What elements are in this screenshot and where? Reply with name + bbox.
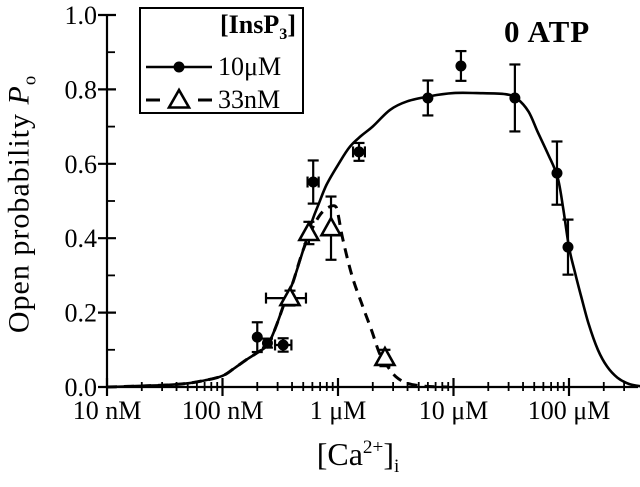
- legend-title: [InsP3]: [141, 9, 302, 50]
- data-point-filled-circle: [307, 176, 319, 188]
- legend: [InsP3] 10μM 33nM: [139, 7, 304, 114]
- y-axis-title-symbol: P: [2, 85, 36, 105]
- legend-title-text: [InsP: [220, 10, 280, 39]
- legend-item-33nM: 33nM: [141, 83, 302, 116]
- x-axis-title-subscript: i: [393, 456, 400, 478]
- data-point-open-triangle: [297, 220, 321, 242]
- y-tick-label: 0.0: [65, 373, 98, 402]
- x-tick-label: 10 μM: [419, 396, 489, 425]
- legend-title-subscript: 3: [279, 26, 288, 44]
- legend-item-10uM: 10μM: [141, 50, 302, 83]
- y-tick-label: 0.4: [65, 224, 98, 253]
- dashed-line-open-triangle-sample: [146, 87, 212, 109]
- x-axis-title-text: [Ca: [316, 435, 363, 472]
- fit-curve-solid: [106, 91, 640, 389]
- data-point-filled-circle: [353, 146, 365, 158]
- legend-item-label: 10μM: [218, 51, 282, 81]
- x-tick-label: 100 nM: [182, 396, 264, 425]
- x-tick-label: 10 nM: [73, 396, 142, 425]
- x-tick-label: 100 μM: [528, 396, 611, 425]
- data-point-filled-circle: [261, 337, 273, 349]
- fit-curve-dashed: [106, 204, 448, 389]
- x-axis-title: [Ca2+]i: [317, 436, 400, 478]
- y-axis-title-text: Open probability: [2, 104, 36, 334]
- x-tick-label: 1 μM: [310, 396, 367, 425]
- data-point-filled-circle: [251, 331, 263, 343]
- y-tick-label: 1.0: [65, 1, 98, 30]
- y-axis-title: Open probability Po: [3, 75, 42, 333]
- y-tick-label: 0.8: [65, 75, 98, 104]
- y-axis-title-subscript: o: [19, 74, 41, 86]
- x-axis-title-bracket: ]: [383, 435, 394, 472]
- data-point-open-triangle: [319, 215, 343, 237]
- data-point-filled-circle: [551, 167, 563, 179]
- solid-line-filled-circle-sample: [146, 61, 212, 73]
- data-point-filled-circle: [422, 92, 434, 104]
- atp-annotation: 0 ATP: [504, 14, 591, 49]
- legend-item-label: 33nM: [218, 84, 281, 114]
- data-point-filled-circle: [509, 92, 521, 104]
- legend-title-bracket: ]: [287, 10, 296, 39]
- data-point-filled-circle: [562, 241, 574, 253]
- data-point-open-triangle: [373, 345, 397, 367]
- y-tick-label: 0.2: [65, 299, 98, 328]
- data-point-filled-circle: [277, 339, 289, 351]
- legend-filled-circle-marker: [173, 61, 185, 73]
- x-axis-title-superscript: 2+: [362, 437, 384, 459]
- legend-open-triangle-marker: [166, 87, 192, 109]
- data-point-filled-circle: [455, 60, 467, 72]
- data-point-open-triangle: [278, 285, 302, 307]
- y-tick-label: 0.6: [65, 150, 98, 179]
